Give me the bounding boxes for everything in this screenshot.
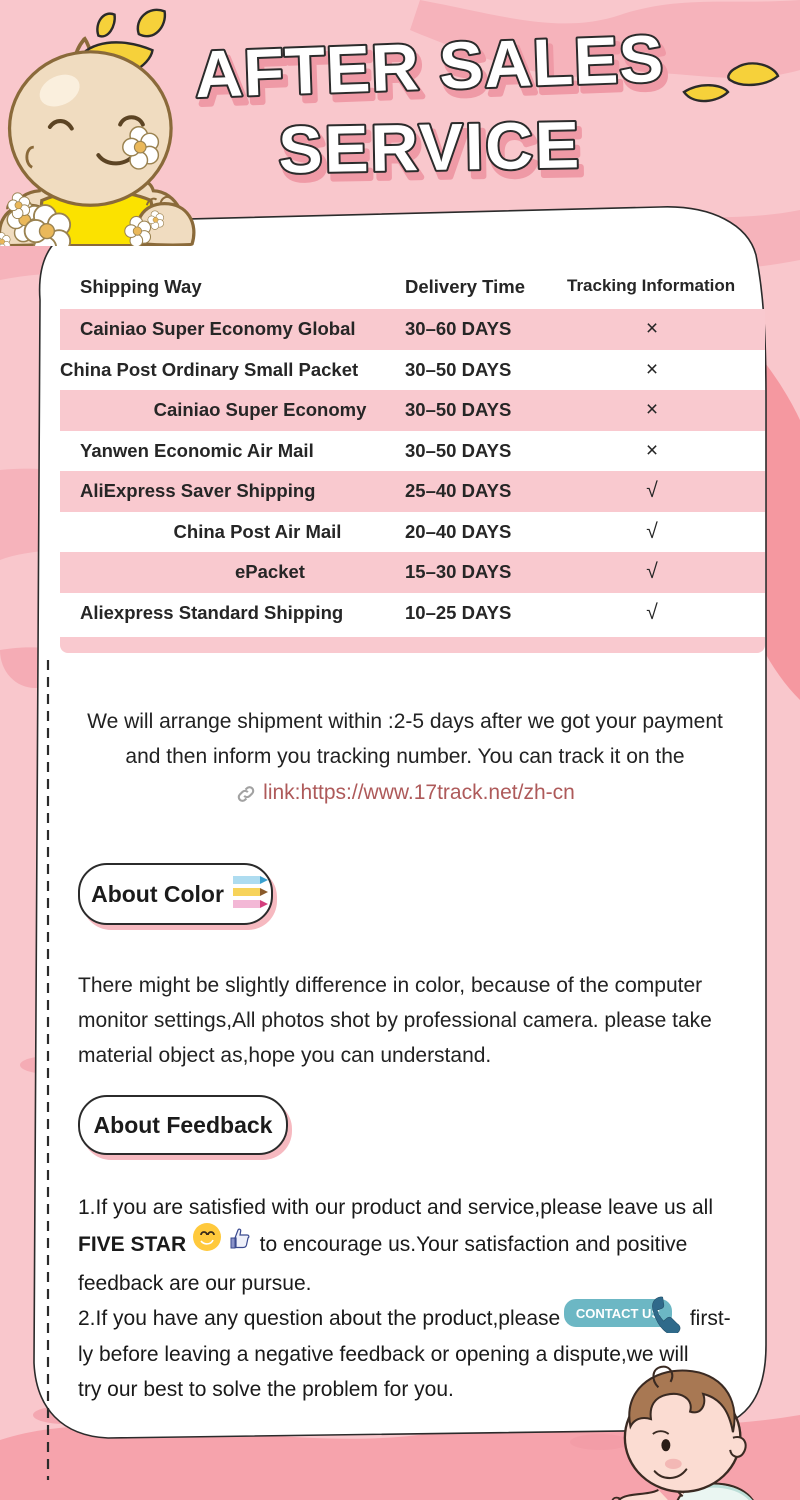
svg-text:SERVICE: SERVICE <box>278 107 582 186</box>
svg-text:CONTACT US: CONTACT US <box>576 1306 661 1321</box>
